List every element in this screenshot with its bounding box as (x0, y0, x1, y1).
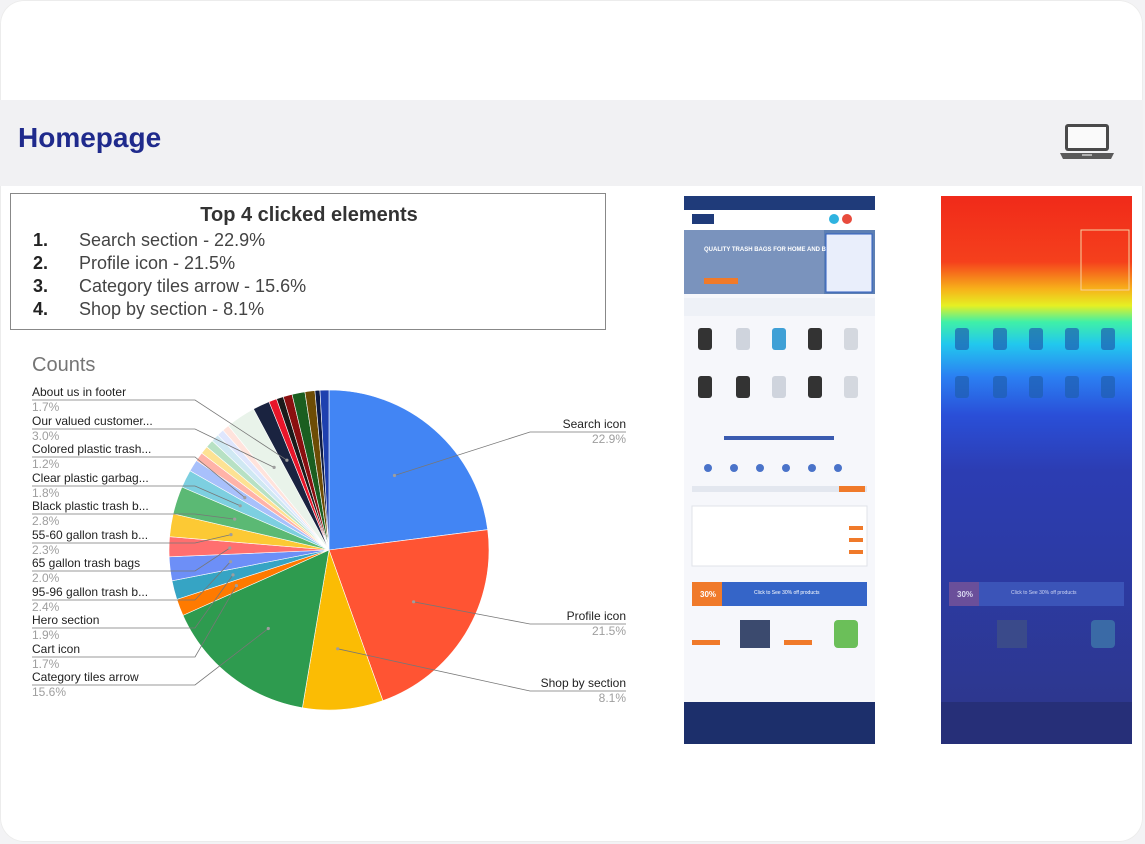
promo-badge: 30% (957, 590, 973, 599)
leader-line (32, 534, 232, 544)
slice-label: Category tiles arrow (32, 670, 139, 684)
leader-dot (229, 533, 233, 537)
leader-line (394, 431, 626, 476)
homepage-screenshot: QUALITY TRASH BAGS FOR HOME AND BUSINESS (684, 196, 875, 744)
slice-label: About us in footer (32, 385, 126, 399)
slice-percent: 15.6% (32, 685, 66, 699)
slice-percent: 1.2% (32, 457, 60, 471)
promo-text: Click to See 30% off products (1011, 590, 1077, 596)
leader-line (32, 399, 288, 461)
leader-line (32, 485, 241, 507)
leader-line (32, 428, 275, 468)
leader-line (32, 561, 231, 601)
leader-line (32, 585, 237, 658)
slice-label: Hero section (32, 613, 99, 627)
slice-percent: 1.7% (32, 400, 60, 414)
pie-chart: Search icon 22.9% Profile icon 21.5% Shop by… (0, 340, 640, 720)
top-clicked-title: Top 4 clicked elements (200, 204, 418, 226)
rank-text: Category tiles arrow - 15.6% (79, 276, 307, 296)
leader-dot (228, 560, 233, 564)
slice-label: Profile icon (567, 609, 626, 623)
slice-percent: 22.9% (592, 432, 626, 446)
rank-number: 2. (33, 253, 49, 273)
slice-percent: 2.8% (32, 514, 60, 528)
top-clicked-panel: Top 4 clicked elements 1. Search section … (10, 193, 606, 330)
leader-dot (231, 573, 235, 577)
leader-dot (238, 504, 242, 508)
leader-dot (336, 647, 340, 651)
page-title: Homepage (18, 122, 162, 153)
homepage-heatmap: 30% Click to See 30% off products (941, 196, 1132, 744)
slice-label: 55-60 gallon trash b... (32, 528, 148, 542)
leader-line (337, 648, 626, 692)
slice-percent: 2.4% (32, 600, 60, 614)
leader-dot (392, 473, 397, 478)
slice-percent: 1.9% (32, 628, 60, 642)
rank-text: Search section - 22.9% (79, 230, 266, 250)
slice-label: Shop by section (541, 676, 626, 690)
homepage-screenshot-drawing: QUALITY TRASH BAGS FOR HOME AND BUSINESS (684, 196, 875, 744)
leader-dot (285, 458, 289, 462)
desktop-monitor-icon (1060, 124, 1114, 159)
slice-label: 95-96 gallon trash b... (32, 585, 148, 599)
slice-label: Black plastic trash b... (32, 499, 149, 513)
slice-percent: 1.8% (32, 486, 60, 500)
hero-text: QUALITY TRASH BAGS FOR HOME AND BUSINESS (704, 247, 852, 253)
slice-percent: 3.0% (32, 429, 60, 443)
leader-line (32, 574, 234, 629)
leader-dot (233, 517, 237, 521)
rank-number: 3. (33, 276, 49, 296)
promo-text: Click to See 30% off products (754, 590, 820, 596)
slice-percent: 8.1% (599, 691, 627, 705)
slice-label: Colored plastic trash... (32, 442, 151, 456)
heatmap-drawing: 30% Click to See 30% off products (941, 196, 1132, 744)
slice-label: Search icon (563, 417, 626, 431)
slice-label: Cart icon (32, 642, 80, 656)
list-item: 1. Search section - 22.9% (33, 230, 306, 253)
leader-line (32, 547, 231, 572)
slice-percent: 1.7% (32, 657, 60, 671)
leader-dot (272, 465, 276, 469)
leader-line (32, 456, 246, 498)
list-item: 2. Profile icon - 21.5% (33, 253, 306, 276)
slice-percent: 2.0% (32, 571, 60, 585)
leader-dot (234, 584, 238, 588)
top-clicked-list: 1. Search section - 22.9% 2. Profile icon … (33, 230, 306, 322)
header-band (0, 100, 1143, 186)
promo-badge: 30% (700, 590, 716, 599)
leader-line (413, 601, 626, 625)
pie-slice (319, 389, 330, 551)
rank-text: Shop by section - 8.1% (79, 299, 265, 319)
slice-label: Clear plastic garbag... (32, 471, 149, 485)
slice-label: Our valued customer... (32, 414, 153, 428)
list-item: 3. Category tiles arrow - 15.6% (33, 276, 306, 299)
pie-slice (328, 389, 489, 551)
slice-percent: 2.3% (32, 543, 60, 557)
rank-number: 4. (33, 299, 49, 319)
list-item: 4. Shop by section - 8.1% (33, 299, 306, 322)
leader-dot (266, 626, 270, 631)
leader-line (32, 513, 235, 520)
chart-title: Counts (32, 354, 96, 376)
leader-dot (228, 546, 232, 550)
pie-slice (182, 549, 330, 709)
pie-slice (328, 529, 490, 702)
rank-text: Profile icon - 21.5% (79, 253, 236, 273)
leader-dot (243, 496, 247, 500)
slice-percent: 21.5% (592, 624, 626, 638)
slice-label: 65 gallon trash bags (32, 556, 140, 570)
rank-number: 1. (33, 230, 49, 250)
leader-line (32, 628, 269, 686)
leader-dot (412, 600, 416, 604)
